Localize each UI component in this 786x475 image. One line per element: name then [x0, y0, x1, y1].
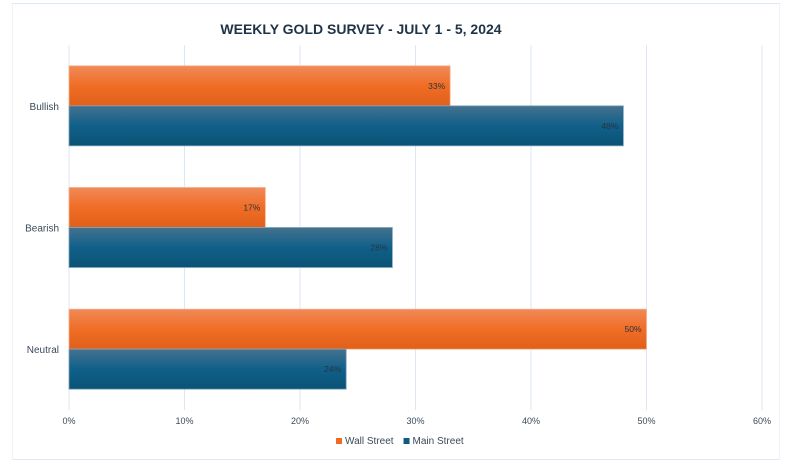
legend-swatch — [403, 438, 410, 444]
bar-wall-street — [68, 308, 647, 350]
data-label: 33% — [428, 81, 445, 91]
data-label: 50% — [624, 324, 641, 334]
x-tick-label: 60% — [753, 416, 771, 426]
bar-main-street — [68, 348, 347, 390]
x-tick-label: 20% — [291, 416, 309, 426]
legend-swatch — [336, 438, 342, 444]
bar-main-street — [68, 227, 393, 268]
chart-title: WEEKLY GOLD SURVEY - JULY 1 - 5, 2024 — [220, 21, 501, 37]
data-label: 24% — [324, 364, 341, 374]
x-tick-label: 50% — [637, 416, 655, 426]
data-label: 48% — [601, 121, 618, 131]
x-tick-label: 10% — [175, 416, 193, 426]
legend-label: Main Street — [413, 436, 464, 447]
category-label: Bullish — [30, 102, 59, 113]
category-label: Neutral — [27, 345, 59, 356]
category-label: Bearish — [25, 224, 59, 235]
x-tick-label: 40% — [522, 416, 540, 426]
data-label: 17% — [243, 203, 260, 213]
bar-wall-street — [68, 187, 266, 228]
bar-wall-street — [68, 65, 451, 107]
bar-main-street — [68, 105, 624, 147]
data-label: 28% — [370, 243, 387, 253]
x-tick-label: 30% — [406, 416, 424, 426]
x-tick-label: 0% — [62, 416, 75, 426]
legend-label: Wall Street — [345, 436, 394, 447]
chart-card — [12, 3, 780, 460]
